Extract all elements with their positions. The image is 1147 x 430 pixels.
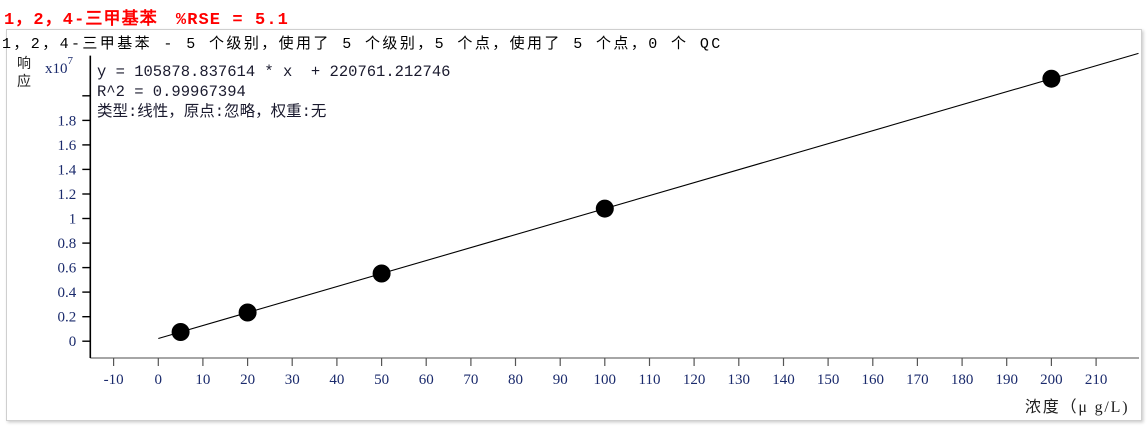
svg-text:210: 210 — [1085, 372, 1108, 388]
svg-text:0.2: 0.2 — [58, 310, 77, 326]
svg-text:0.8: 0.8 — [58, 236, 77, 252]
svg-text:1.8: 1.8 — [58, 113, 77, 129]
svg-text:1.4: 1.4 — [58, 162, 77, 178]
svg-text:40: 40 — [329, 372, 344, 388]
svg-text:0.6: 0.6 — [58, 261, 77, 277]
svg-text:0.4: 0.4 — [58, 285, 77, 301]
svg-text:90: 90 — [553, 372, 568, 388]
svg-text:110: 110 — [639, 372, 661, 388]
svg-text:0: 0 — [155, 372, 163, 388]
svg-text:0: 0 — [69, 334, 77, 350]
svg-text:140: 140 — [772, 372, 795, 388]
svg-text:20: 20 — [240, 372, 255, 388]
svg-text:10: 10 — [195, 372, 210, 388]
svg-text:1.6: 1.6 — [58, 138, 77, 154]
svg-text:60: 60 — [419, 372, 434, 388]
svg-text:170: 170 — [906, 372, 929, 388]
svg-text:180: 180 — [951, 372, 974, 388]
svg-text:70: 70 — [463, 372, 478, 388]
svg-text:50: 50 — [374, 372, 389, 388]
svg-text:1: 1 — [69, 212, 77, 228]
svg-text:150: 150 — [817, 372, 840, 388]
svg-text:200: 200 — [1040, 372, 1063, 388]
svg-text:100: 100 — [594, 372, 617, 388]
svg-text:-10: -10 — [104, 372, 124, 388]
svg-text:120: 120 — [683, 372, 706, 388]
svg-text:190: 190 — [995, 372, 1018, 388]
svg-text:30: 30 — [285, 372, 300, 388]
svg-text:1.2: 1.2 — [58, 187, 77, 203]
svg-text:80: 80 — [508, 372, 523, 388]
svg-text:160: 160 — [862, 372, 885, 388]
svg-text:130: 130 — [728, 372, 751, 388]
